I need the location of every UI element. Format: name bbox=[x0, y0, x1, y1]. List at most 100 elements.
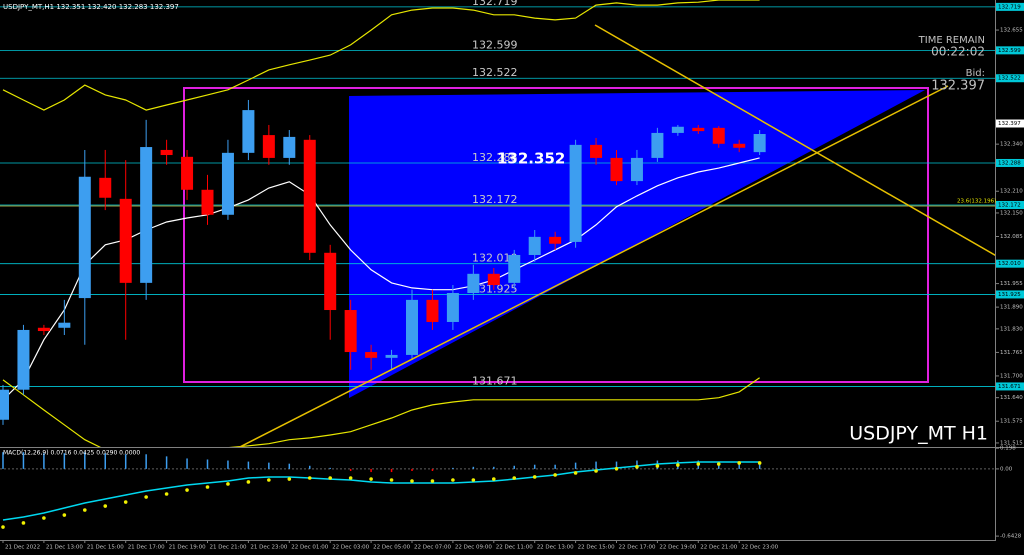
y-tick-label: 132.655 bbox=[1000, 28, 1023, 34]
x-tick-label: 21 Dec 17:00 bbox=[128, 545, 165, 551]
candle-body bbox=[508, 254, 521, 283]
x-tick-label: 22 Dec 23:00 bbox=[741, 545, 778, 551]
level-tag bbox=[996, 74, 1024, 83]
histogram-bar bbox=[247, 461, 250, 469]
signal-dot bbox=[348, 476, 353, 480]
y-tick-label: 131.575 bbox=[1000, 419, 1023, 425]
histogram-bar bbox=[63, 453, 66, 469]
candle-body bbox=[385, 354, 398, 358]
level-tag bbox=[996, 200, 1024, 209]
signal-dot bbox=[635, 465, 639, 469]
x-tick-label: 22 Dec 01:00 bbox=[291, 545, 328, 551]
level-label: 131.925 bbox=[472, 282, 518, 295]
signal-dot bbox=[676, 463, 680, 467]
signal-dot bbox=[737, 461, 741, 465]
candle-body bbox=[242, 110, 255, 153]
x-tick-label: 21 Dec 23:00 bbox=[250, 545, 287, 551]
header: USDJPY_MT,H1 132.351 132.420 132.283 132… bbox=[3, 3, 179, 11]
y-tick-label: 131.765 bbox=[1000, 350, 1023, 356]
candle-body bbox=[324, 252, 337, 311]
signal-dot bbox=[716, 462, 721, 466]
signal-dot bbox=[21, 521, 26, 525]
y-tick-label: 0.00 bbox=[1000, 466, 1013, 472]
candle-body bbox=[160, 149, 173, 156]
x-tick-label: 22 Dec 03:00 bbox=[332, 545, 369, 551]
histogram-bar bbox=[636, 460, 638, 469]
signal-dot bbox=[83, 508, 87, 512]
bid-label: Bid: bbox=[966, 68, 985, 79]
level-tag-label: 132.522 bbox=[998, 76, 1021, 82]
x-tick-label: 21 Dec 19:00 bbox=[169, 545, 206, 551]
candle-body bbox=[528, 236, 541, 255]
signal-dot bbox=[123, 500, 128, 504]
y-tick-label: 132.150 bbox=[1000, 210, 1023, 216]
candle-body bbox=[467, 273, 480, 294]
trend-line bbox=[594, 24, 995, 256]
histogram-bar bbox=[349, 468, 352, 471]
macd-header: MACD(12,26,9) 0.0716 0.0425 0.0290 0.000… bbox=[3, 450, 140, 457]
histogram-bar bbox=[124, 454, 127, 469]
signal-dot bbox=[430, 479, 435, 483]
candle-body bbox=[17, 329, 30, 390]
level-label: 132.010 bbox=[472, 252, 518, 265]
x-tick-label: 21 Dec 21:00 bbox=[210, 545, 247, 551]
time-remain-label: TIME REMAIN bbox=[918, 35, 985, 46]
candle-body bbox=[58, 322, 71, 328]
histogram-bar bbox=[206, 459, 209, 469]
signal-dot bbox=[42, 516, 46, 520]
signal-dot bbox=[512, 476, 517, 480]
level-tag-label: 132.288 bbox=[998, 160, 1021, 166]
candle-body bbox=[201, 189, 214, 215]
histogram-bar bbox=[227, 460, 229, 469]
indicator-line bbox=[2, 377, 760, 447]
x-tick-label: 21 Dec 13:00 bbox=[46, 545, 83, 551]
histogram-bar bbox=[370, 468, 372, 473]
level-tag bbox=[996, 2, 1024, 11]
candle-body bbox=[78, 176, 91, 299]
histogram-bar bbox=[288, 463, 291, 469]
y-tick-label: 131.515 bbox=[1000, 440, 1023, 446]
y-tick-label: 131.890 bbox=[1000, 305, 1023, 311]
candle-body bbox=[344, 310, 357, 353]
candle-body bbox=[651, 132, 664, 158]
signal-dot bbox=[246, 480, 251, 484]
signal-dot bbox=[226, 482, 230, 486]
signal-dot bbox=[307, 476, 312, 480]
level-tag-label: 131.671 bbox=[998, 384, 1021, 390]
level-tag-label: 132.172 bbox=[998, 202, 1021, 208]
signal-dot bbox=[144, 495, 148, 499]
signal-dot bbox=[696, 462, 701, 466]
histogram-bar bbox=[493, 466, 495, 469]
histogram-bar bbox=[554, 464, 556, 469]
histogram-bar bbox=[390, 468, 393, 473]
histogram-bar bbox=[452, 467, 454, 469]
signal-dot bbox=[1, 525, 5, 529]
signal-dot bbox=[553, 473, 557, 477]
histogram-bar bbox=[43, 453, 45, 469]
level-label: 132.522 bbox=[472, 66, 518, 79]
candle-body bbox=[712, 127, 725, 144]
bid-value: 132.397 bbox=[931, 79, 985, 94]
x-tick-label: 22 Dec 19:00 bbox=[659, 545, 696, 551]
signal-dot bbox=[757, 461, 762, 465]
signal-dot bbox=[532, 475, 537, 479]
candle-body bbox=[753, 134, 766, 153]
histogram-bar bbox=[84, 452, 86, 469]
range-rectangle bbox=[183, 87, 929, 383]
price-annotation: 132.352 bbox=[497, 150, 565, 168]
histogram-bar bbox=[411, 468, 413, 471]
signal-dot bbox=[267, 478, 271, 482]
level-tag bbox=[996, 46, 1024, 55]
x-tick-label: 22 Dec 11:00 bbox=[496, 545, 533, 551]
histogram-bar bbox=[186, 458, 188, 469]
macd-panel bbox=[0, 452, 995, 529]
candle-body bbox=[549, 236, 562, 244]
candle-body bbox=[37, 327, 50, 332]
signal-dot bbox=[614, 467, 619, 471]
signal-dot bbox=[410, 479, 414, 483]
candle-body bbox=[283, 136, 296, 158]
signal-dot bbox=[389, 478, 394, 482]
level-label: 132.719 bbox=[472, 0, 518, 8]
